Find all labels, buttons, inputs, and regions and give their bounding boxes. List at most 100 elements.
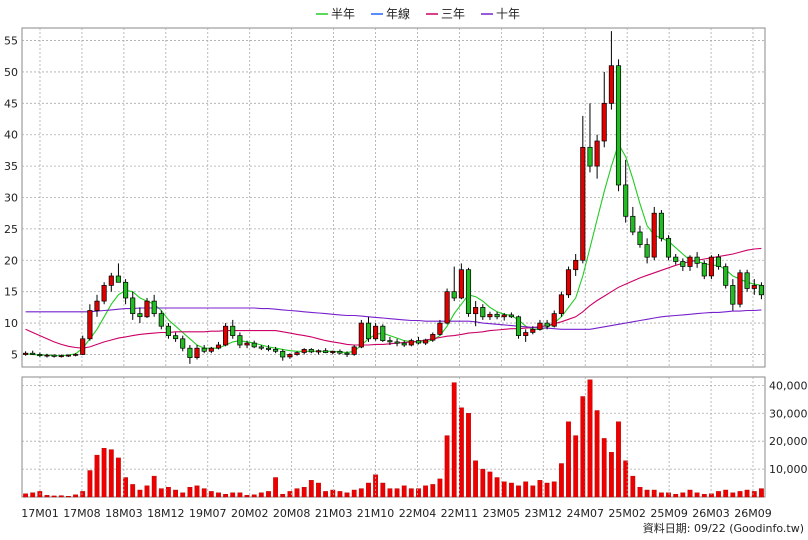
candle-body	[237, 335, 243, 346]
volume-bar	[137, 489, 143, 498]
candle-body	[587, 146, 593, 167]
volume-bar	[730, 492, 736, 498]
candle-body	[687, 256, 693, 267]
x-tick-label: 19M07	[189, 507, 227, 520]
volume-bar	[644, 489, 650, 498]
candle	[608, 31, 614, 110]
candle	[180, 335, 186, 352]
volume-bar	[480, 468, 486, 498]
candle	[701, 260, 707, 280]
candle-body	[701, 263, 707, 277]
candle	[44, 353, 50, 358]
candle-body	[415, 340, 422, 344]
candle-body	[287, 354, 293, 358]
candle	[123, 279, 129, 305]
volume-tick-label: 30,000	[769, 407, 808, 420]
volume-bar	[537, 480, 543, 498]
x-tick-label: 21M10	[357, 507, 395, 520]
volume-bar	[237, 492, 243, 498]
candle	[237, 332, 243, 349]
candle-body	[737, 272, 743, 305]
candle-body	[265, 347, 272, 350]
candle-body	[215, 344, 222, 349]
candle	[665, 235, 672, 261]
candle-body	[373, 325, 379, 340]
candle	[94, 294, 100, 317]
volume-bar	[666, 492, 671, 498]
volume-bar	[601, 438, 607, 498]
candle	[351, 345, 357, 356]
volume-bar	[680, 492, 686, 498]
candle	[80, 335, 86, 356]
legend-label-ma_three_year: 三年	[441, 7, 465, 21]
volume-bar	[258, 492, 264, 498]
price-tick-label: 55	[4, 35, 18, 48]
price-tick-label: 35	[4, 160, 18, 173]
volume-bar	[158, 488, 164, 498]
candle-body	[644, 244, 650, 258]
candle	[594, 134, 600, 179]
candle	[601, 71, 607, 148]
candle	[144, 297, 150, 319]
volume-bar	[201, 488, 207, 498]
candle	[587, 103, 593, 173]
candle	[615, 59, 622, 192]
candle-body	[258, 346, 264, 349]
candle-body	[201, 347, 207, 352]
candle-body	[165, 325, 171, 336]
candle	[108, 272, 114, 292]
candle	[30, 350, 36, 356]
candle-body	[458, 269, 464, 299]
candle-body	[508, 314, 514, 318]
candle	[715, 254, 722, 270]
candle-body	[465, 269, 472, 314]
candle	[437, 319, 443, 336]
candle-body	[130, 297, 136, 314]
volume-bar	[273, 477, 278, 498]
candle	[523, 329, 529, 342]
candle-body	[187, 347, 193, 358]
volume-bar	[516, 485, 521, 498]
volume-bar	[401, 485, 407, 498]
candle-body	[58, 355, 64, 358]
volume-bar	[430, 484, 436, 498]
volume-bar	[151, 475, 157, 498]
price-tick-label: 40	[4, 129, 18, 142]
x-tick-label: 22M04	[399, 507, 437, 520]
volume-bar	[408, 488, 414, 498]
price-tick-label: 45	[4, 97, 18, 110]
candle	[280, 349, 286, 361]
candle-body	[23, 352, 29, 355]
candle	[301, 348, 307, 355]
candle-body	[601, 102, 607, 142]
candle-body	[501, 314, 507, 318]
legend-label-ma_half_year: 半年	[331, 7, 355, 21]
candle	[623, 159, 629, 223]
candle-body	[30, 352, 36, 355]
candle	[680, 258, 686, 271]
candle	[101, 282, 107, 305]
candle-body	[530, 328, 536, 333]
candle	[644, 238, 650, 264]
candle	[151, 294, 157, 317]
x-tick-label: 18M03	[105, 507, 143, 520]
volume-tick-label: 20,000	[769, 435, 808, 448]
volume-bar	[630, 475, 636, 498]
candle	[223, 323, 229, 347]
volume-bar	[180, 492, 186, 498]
candle-body	[523, 332, 529, 336]
candle-body	[351, 346, 357, 355]
volume-bars	[23, 379, 764, 498]
x-tick-label: 23M12	[525, 507, 563, 520]
candle-body	[673, 256, 679, 262]
candle-body	[223, 325, 229, 346]
volume-bar	[416, 488, 421, 498]
candle	[65, 354, 71, 357]
volume-bar	[744, 489, 750, 498]
candle	[37, 352, 43, 357]
candle	[573, 254, 579, 276]
candle	[565, 266, 572, 298]
volume-bar	[80, 491, 86, 498]
candle-body	[144, 300, 150, 318]
candle-body	[451, 291, 457, 299]
